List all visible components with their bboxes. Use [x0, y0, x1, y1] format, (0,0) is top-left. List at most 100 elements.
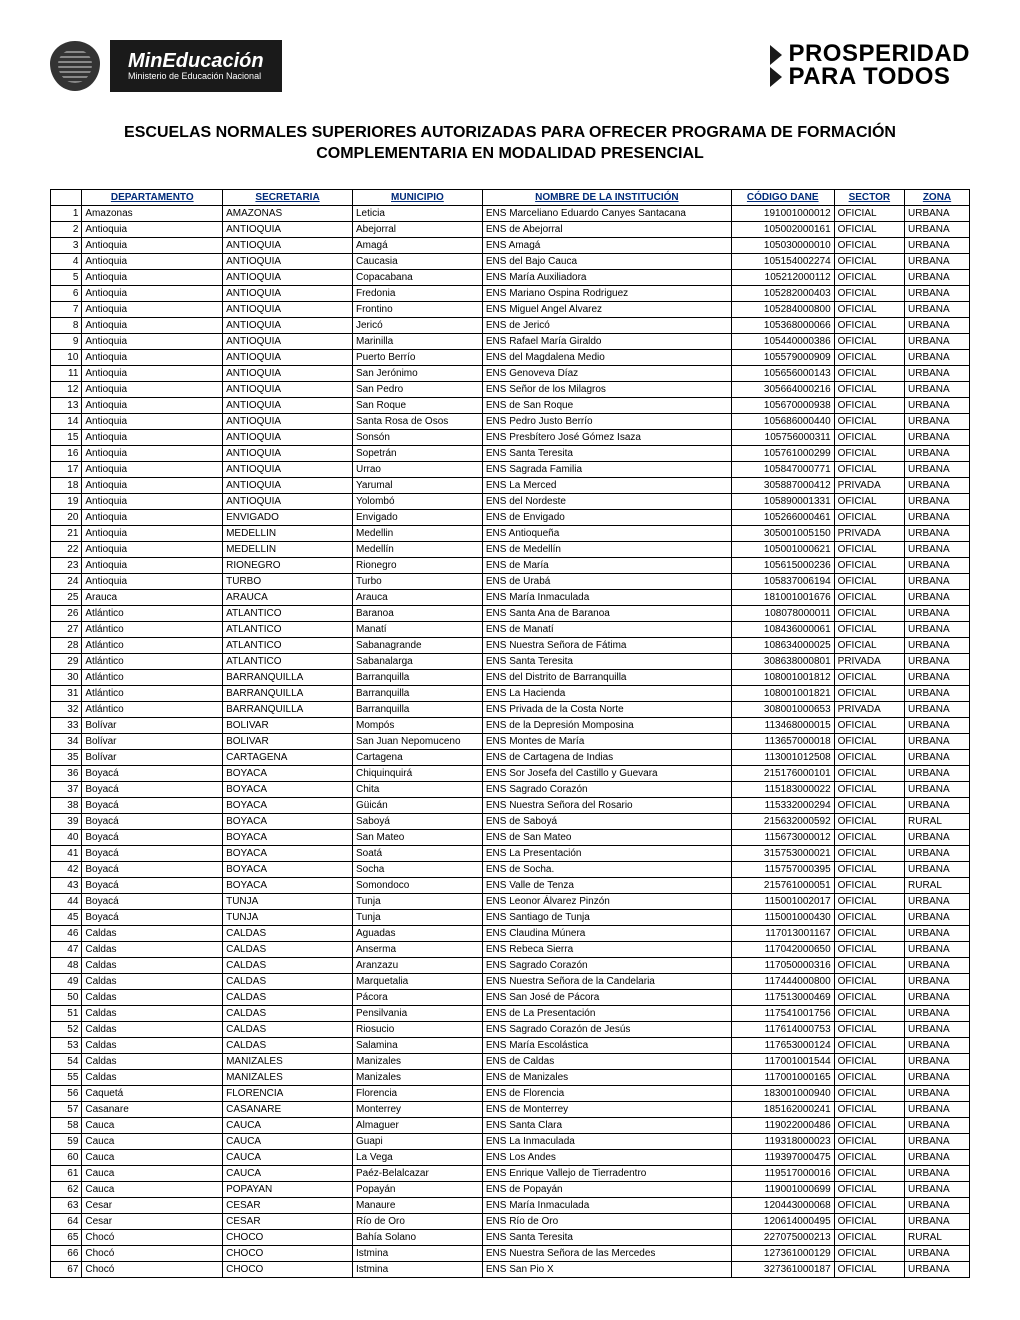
table-row: 45BoyacáTUNJATunjaENS Santiago de Tunja1…: [51, 910, 970, 926]
table-cell: 105212000112: [731, 270, 834, 286]
table-cell: Cartagena: [352, 750, 482, 766]
table-cell: Envigado: [352, 510, 482, 526]
table-cell: URBANA: [905, 254, 970, 270]
table-cell: 31: [51, 686, 82, 702]
table-cell: 12: [51, 382, 82, 398]
table-cell: CALDAS: [223, 926, 353, 942]
table-cell: 305887000412: [731, 478, 834, 494]
table-cell: CALDAS: [223, 1022, 353, 1038]
table-cell: ENS Nuestra Señora de las Mercedes: [482, 1246, 731, 1262]
table-cell: Casanare: [82, 1102, 223, 1118]
table-cell: BOYACA: [223, 862, 353, 878]
table-cell: ENS de Urabá: [482, 574, 731, 590]
table-cell: Boyacá: [82, 894, 223, 910]
table-cell: ENS Sagrado Corazón: [482, 958, 731, 974]
table-cell: Puerto Berrío: [352, 350, 482, 366]
table-cell: BARRANQUILLA: [223, 670, 353, 686]
table-cell: BOYACA: [223, 782, 353, 798]
table-cell: CAUCA: [223, 1134, 353, 1150]
table-cell: ANTIOQUIA: [223, 366, 353, 382]
table-cell: MANIZALES: [223, 1054, 353, 1070]
table-cell: OFICIAL: [834, 1182, 904, 1198]
table-cell: OFICIAL: [834, 782, 904, 798]
table-cell: ANTIOQUIA: [223, 462, 353, 478]
table-cell: La Vega: [352, 1150, 482, 1166]
table-cell: Atlántico: [82, 606, 223, 622]
table-row: 27AtlánticoATLANTICOManatíENS de Manatí1…: [51, 622, 970, 638]
table-cell: ENS Presbítero José Gómez Isaza: [482, 430, 731, 446]
table-cell: URBANA: [905, 1054, 970, 1070]
table-cell: OFICIAL: [834, 734, 904, 750]
table-cell: Barranquilla: [352, 686, 482, 702]
table-cell: 115673000012: [731, 830, 834, 846]
table-row: 12AntioquiaANTIOQUIASan PedroENS Señor d…: [51, 382, 970, 398]
table-cell: URBANA: [905, 350, 970, 366]
table-row: 2AntioquiaANTIOQUIAAbejorralENS de Abejo…: [51, 222, 970, 238]
table-cell: URBANA: [905, 366, 970, 382]
table-cell: ENS Pedro Justo Berrío: [482, 414, 731, 430]
table-cell: URBANA: [905, 718, 970, 734]
table-cell: OFICIAL: [834, 270, 904, 286]
table-cell: Arauca: [82, 590, 223, 606]
table-row: 50CaldasCALDASPácoraENS San José de Páco…: [51, 990, 970, 1006]
table-row: 16AntioquiaANTIOQUIASopetránENS Santa Te…: [51, 446, 970, 462]
table-row: 8AntioquiaANTIOQUIAJericóENS de Jericó10…: [51, 318, 970, 334]
table-cell: URBANA: [905, 510, 970, 526]
table-cell: URBANA: [905, 558, 970, 574]
table-cell: 215176000101: [731, 766, 834, 782]
table-cell: 40: [51, 830, 82, 846]
table-cell: URBANA: [905, 270, 970, 286]
table-cell: 55: [51, 1070, 82, 1086]
table-cell: 105030000010: [731, 238, 834, 254]
table-cell: ENS de la Depresión Momposina: [482, 718, 731, 734]
table-row: 1AmazonasAMAZONASLeticiaENS Marceliano E…: [51, 206, 970, 222]
table-cell: RIONEGRO: [223, 558, 353, 574]
table-cell: ANTIOQUIA: [223, 446, 353, 462]
table-cell: OFICIAL: [834, 974, 904, 990]
table-cell: OFICIAL: [834, 1214, 904, 1230]
table-cell: CESAR: [223, 1214, 353, 1230]
table-cell: BARRANQUILLA: [223, 686, 353, 702]
table-cell: ANTIOQUIA: [223, 254, 353, 270]
table-cell: Sonsón: [352, 430, 482, 446]
table-cell: Paéz-Belalcazar: [352, 1166, 482, 1182]
table-cell: BOYACA: [223, 766, 353, 782]
table-cell: 105890001331: [731, 494, 834, 510]
table-cell: ENS Santa Ana de Baranoa: [482, 606, 731, 622]
table-cell: OFICIAL: [834, 846, 904, 862]
table-cell: Chocó: [82, 1262, 223, 1278]
table-cell: 117001000165: [731, 1070, 834, 1086]
table-row: 6AntioquiaANTIOQUIAFredoniaENS Mariano O…: [51, 286, 970, 302]
table-cell: OFICIAL: [834, 1070, 904, 1086]
table-row: 22AntioquiaMEDELLINMedellínENS de Medell…: [51, 542, 970, 558]
table-cell: Yolombó: [352, 494, 482, 510]
table-row: 49CaldasCALDASMarquetaliaENS Nuestra Señ…: [51, 974, 970, 990]
table-cell: ANTIOQUIA: [223, 270, 353, 286]
table-row: 23AntioquiaRIONEGRORionegroENS de María1…: [51, 558, 970, 574]
table-cell: OFICIAL: [834, 1022, 904, 1038]
table-cell: Manizales: [352, 1070, 482, 1086]
table-cell: Caldas: [82, 1054, 223, 1070]
table-cell: Boyacá: [82, 846, 223, 862]
table-cell: 117513000469: [731, 990, 834, 1006]
table-cell: OFICIAL: [834, 286, 904, 302]
table-cell: Antioquia: [82, 526, 223, 542]
table-row: 55CaldasMANIZALESManizalesENS de Manizal…: [51, 1070, 970, 1086]
table-cell: OFICIAL: [834, 398, 904, 414]
table-cell: 105756000311: [731, 430, 834, 446]
table-cell: URBANA: [905, 1102, 970, 1118]
table-cell: 105656000143: [731, 366, 834, 382]
table-row: 34BolívarBOLIVARSan Juan NepomucenoENS M…: [51, 734, 970, 750]
table-cell: ENS Privada de la Costa Norte: [482, 702, 731, 718]
table-cell: OFICIAL: [834, 622, 904, 638]
table-cell: 38: [51, 798, 82, 814]
table-cell: ENS Nuestra Señora del Rosario: [482, 798, 731, 814]
table-cell: OFICIAL: [834, 718, 904, 734]
col-header: SECTOR: [834, 190, 904, 206]
table-cell: Monterrey: [352, 1102, 482, 1118]
table-cell: URBANA: [905, 766, 970, 782]
table-cell: OFICIAL: [834, 510, 904, 526]
table-cell: ENS Valle de Tenza: [482, 878, 731, 894]
table-cell: URBANA: [905, 1006, 970, 1022]
table-cell: CASANARE: [223, 1102, 353, 1118]
